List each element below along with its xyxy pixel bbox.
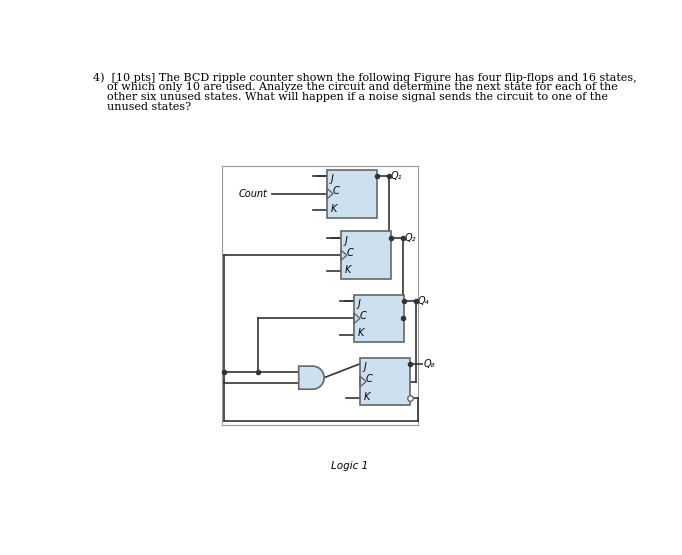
Text: J: J <box>357 299 361 309</box>
Text: J: J <box>331 174 333 184</box>
Text: C: C <box>347 248 353 258</box>
Text: other six unused states. What will happen if a noise signal sends the circuit to: other six unused states. What will happe… <box>93 92 608 102</box>
Bar <box>354 295 404 342</box>
Bar <box>327 170 377 218</box>
Text: K: K <box>331 204 337 214</box>
Text: J: J <box>344 236 347 246</box>
Text: Q₁: Q₁ <box>391 171 402 181</box>
Text: of which only 10 are used. Analyze the circuit and determine the next state for : of which only 10 are used. Analyze the c… <box>93 82 618 92</box>
Bar <box>360 357 410 405</box>
Text: Logic 1: Logic 1 <box>331 461 368 471</box>
Text: J: J <box>364 362 367 372</box>
PathPatch shape <box>299 366 324 389</box>
Text: K: K <box>364 391 370 402</box>
Text: C: C <box>360 311 367 321</box>
Text: unused states?: unused states? <box>93 102 191 112</box>
Text: C: C <box>333 186 340 196</box>
Bar <box>341 231 391 279</box>
Text: C: C <box>366 374 373 384</box>
Text: Q₈: Q₈ <box>424 359 435 369</box>
Text: Q₄: Q₄ <box>417 296 429 306</box>
Text: K: K <box>344 265 351 275</box>
Text: K: K <box>357 329 364 339</box>
Text: Q₂: Q₂ <box>404 233 416 243</box>
Text: 4)  [10 pts] The BCD ripple counter shown the following Figure has four flip-flo: 4) [10 pts] The BCD ripple counter shown… <box>93 72 637 83</box>
Text: Count: Count <box>239 189 268 199</box>
